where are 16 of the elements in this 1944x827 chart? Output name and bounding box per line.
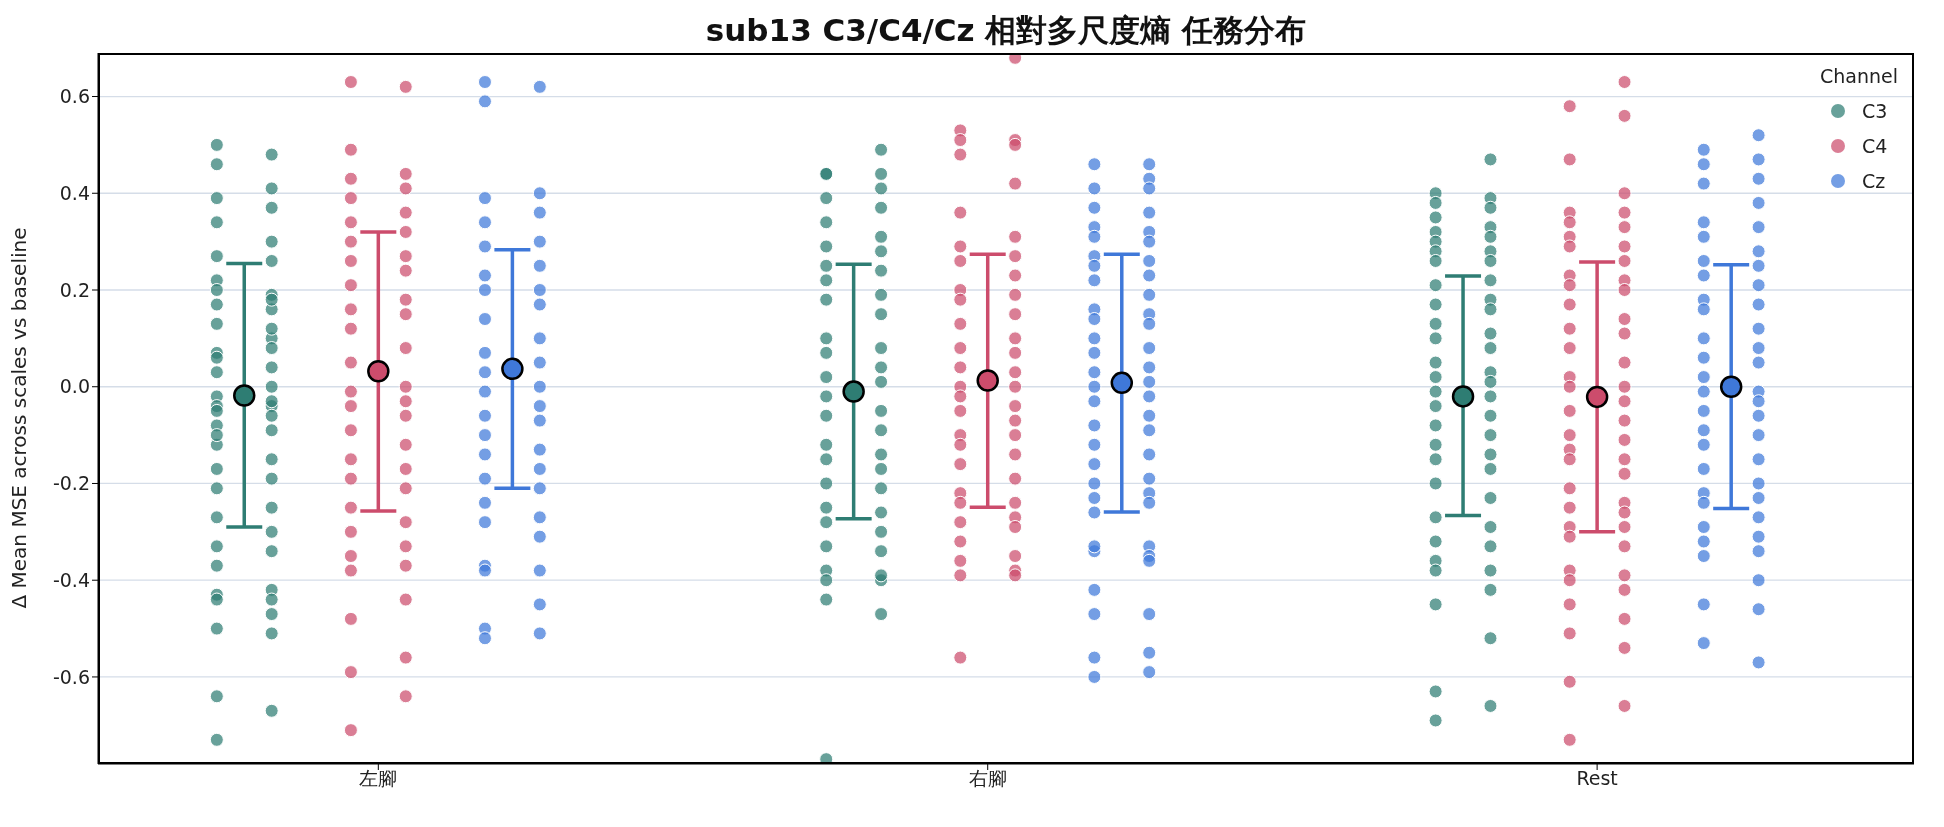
x-tick-label: Rest: [1576, 767, 1618, 790]
legend-label: Cz: [1862, 169, 1887, 192]
legend-label: C4: [1862, 134, 1889, 157]
x-tick-label: 左腳: [359, 767, 398, 790]
y-tick-label: 0.2: [59, 278, 90, 301]
y-tick-label: 0.6: [59, 85, 90, 108]
y-tick-label: -0.6: [52, 665, 90, 688]
legend-label: C3: [1862, 99, 1889, 122]
y-tick-label: 0.0: [59, 375, 90, 398]
x-tick-label: 右腳: [968, 767, 1007, 790]
legend-title: Channel: [1819, 65, 1898, 87]
y-tick-label: -0.2: [52, 472, 90, 495]
y-axis-title: Δ Mean MSE across scales vs baseline: [7, 227, 32, 609]
y-tick-label: 0.4: [59, 182, 90, 205]
chart-title: sub13 C3/C4/Cz 相對多尺度熵 任務分布: [704, 11, 1308, 50]
y-tick-label: -0.4: [52, 568, 90, 591]
